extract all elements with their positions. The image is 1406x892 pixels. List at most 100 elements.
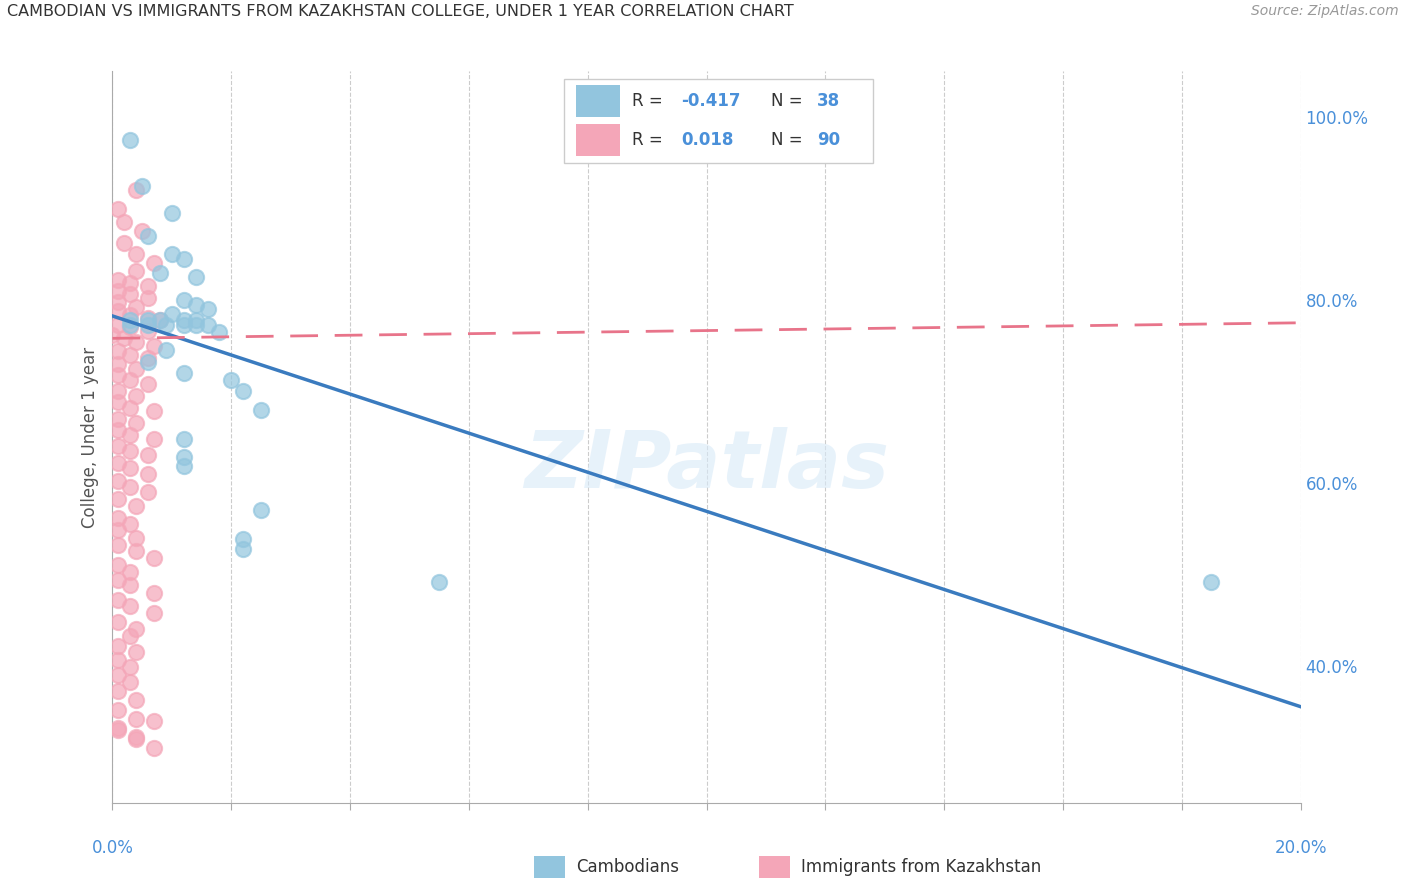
Point <box>136 313 159 327</box>
Point <box>107 294 129 309</box>
Point <box>143 404 166 418</box>
Point <box>107 357 129 371</box>
Point <box>107 456 129 470</box>
Point <box>125 622 148 636</box>
Point <box>136 318 159 332</box>
Point <box>112 215 135 229</box>
Point <box>125 730 148 744</box>
Point <box>107 592 129 607</box>
Point <box>107 721 129 735</box>
Point <box>1201 574 1223 589</box>
Point <box>136 351 159 366</box>
Point <box>120 516 142 531</box>
Point <box>143 339 166 353</box>
Y-axis label: College, Under 1 year: College, Under 1 year <box>80 346 98 528</box>
Point <box>173 366 195 380</box>
Point <box>107 395 129 409</box>
Point <box>155 343 177 358</box>
Point <box>143 606 166 620</box>
Point <box>125 334 148 349</box>
Point <box>120 320 142 334</box>
Point <box>232 533 254 547</box>
Point <box>160 307 183 321</box>
Point <box>107 474 129 488</box>
Text: Immigrants from Kazakhstan: Immigrants from Kazakhstan <box>801 858 1042 876</box>
Point <box>136 311 159 326</box>
Point <box>173 313 195 327</box>
Point <box>136 448 159 462</box>
Point <box>107 538 129 552</box>
Point <box>136 467 159 481</box>
Point <box>219 373 242 387</box>
Point <box>120 277 142 291</box>
Point <box>125 183 148 197</box>
Point <box>173 450 195 465</box>
Point <box>120 308 142 322</box>
Point <box>107 639 129 653</box>
Point <box>208 325 231 339</box>
Point <box>136 485 159 500</box>
Point <box>125 645 148 659</box>
Point <box>125 731 148 746</box>
Point <box>427 574 450 589</box>
Point <box>107 423 129 437</box>
Point <box>136 377 159 392</box>
Point <box>125 693 148 707</box>
Text: 20.0%: 20.0% <box>1274 839 1327 857</box>
Point <box>107 368 129 382</box>
Point <box>232 541 254 556</box>
Point <box>184 297 207 311</box>
Point <box>136 279 159 293</box>
Point <box>143 585 166 599</box>
Point <box>155 318 177 332</box>
Point <box>184 270 207 285</box>
Text: ZIPatlas: ZIPatlas <box>524 427 889 506</box>
Point <box>131 178 153 193</box>
Point <box>120 348 142 362</box>
Point <box>107 573 129 587</box>
Point <box>120 578 142 592</box>
Point <box>107 653 129 667</box>
Point <box>107 667 129 681</box>
Point <box>120 133 142 147</box>
Point <box>107 412 129 426</box>
Point <box>107 304 129 318</box>
Point <box>125 544 148 558</box>
Point <box>125 247 148 261</box>
Point <box>149 313 172 327</box>
Point <box>120 566 142 580</box>
Point <box>107 558 129 573</box>
Point <box>136 355 159 369</box>
Point <box>125 389 148 403</box>
Point <box>125 361 148 376</box>
Point <box>107 615 129 629</box>
Point <box>120 461 142 475</box>
Point <box>120 443 142 458</box>
Point <box>250 402 273 417</box>
Text: Source: ZipAtlas.com: Source: ZipAtlas.com <box>1251 4 1399 19</box>
Point <box>143 432 166 446</box>
Point <box>173 459 195 474</box>
Point <box>125 263 148 277</box>
Point <box>120 480 142 494</box>
Point <box>143 714 166 728</box>
Point <box>125 712 148 726</box>
Point <box>107 510 129 524</box>
Point <box>184 318 207 332</box>
Point <box>143 550 166 565</box>
Point <box>149 313 172 327</box>
Point <box>197 318 219 332</box>
Point <box>107 439 129 453</box>
Point <box>160 247 183 261</box>
Point <box>120 599 142 614</box>
Point <box>120 401 142 415</box>
Point <box>197 301 219 317</box>
Point <box>173 318 195 332</box>
Point <box>149 266 172 280</box>
Point <box>107 318 129 332</box>
Point <box>107 202 129 216</box>
Point <box>131 224 153 238</box>
Text: CAMBODIAN VS IMMIGRANTS FROM KAZAKHSTAN COLLEGE, UNDER 1 YEAR CORRELATION CHART: CAMBODIAN VS IMMIGRANTS FROM KAZAKHSTAN … <box>7 4 794 20</box>
Point <box>250 503 273 517</box>
Point <box>101 327 124 342</box>
